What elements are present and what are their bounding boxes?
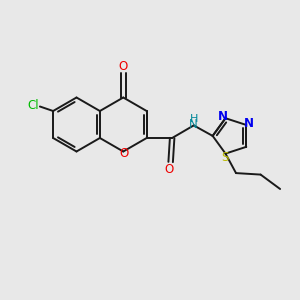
Text: N: N — [218, 110, 228, 123]
Text: Cl: Cl — [27, 99, 39, 112]
Text: O: O — [164, 163, 174, 176]
Text: O: O — [119, 147, 129, 160]
Text: N: N — [189, 118, 197, 131]
Text: N: N — [244, 117, 254, 130]
Text: S: S — [221, 151, 229, 164]
Text: H: H — [190, 114, 199, 124]
Text: O: O — [118, 60, 128, 73]
